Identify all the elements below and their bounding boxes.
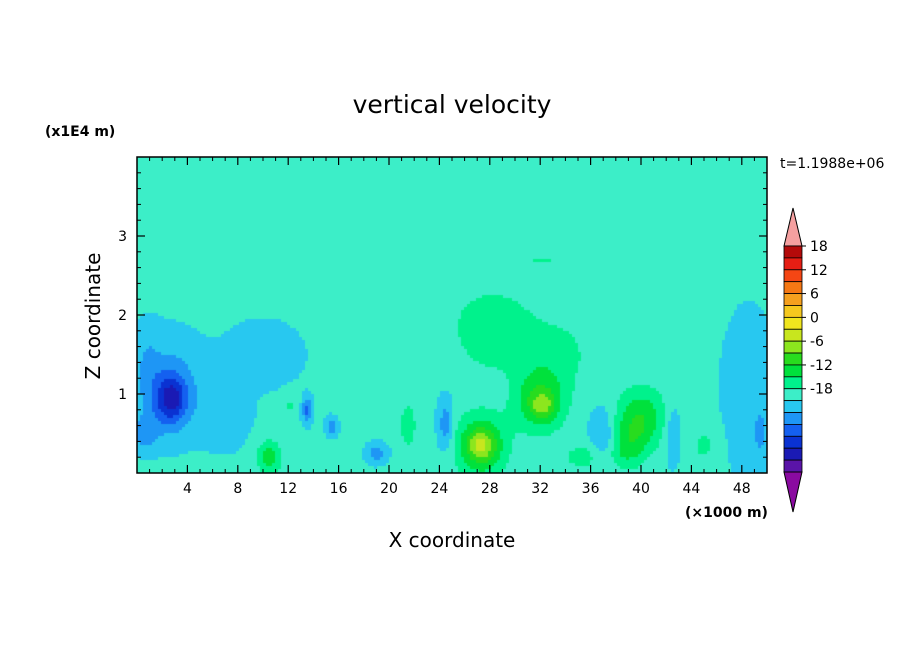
colorbar-box [783, 352, 803, 366]
colorbar-box [783, 293, 803, 306]
x-tick-label: 20 [380, 481, 398, 497]
x-tick-label: 4 [183, 481, 192, 497]
x-tick-label: 24 [430, 481, 448, 497]
colorbar-box [783, 340, 803, 354]
colorbar: -18 -12 -6 0 6 12 18 [783, 207, 833, 513]
colorbar-box [783, 305, 803, 318]
time-label: t=1.1988e+06 [780, 156, 884, 172]
colorbar-box [783, 412, 803, 425]
y-tick-label: 3 [118, 229, 127, 245]
x-tick-label: 8 [233, 481, 242, 497]
colorbar-box [783, 376, 803, 390]
colorbar-box [783, 328, 803, 342]
x-tick-label: 36 [582, 481, 600, 497]
x-tick-label: 12 [279, 481, 297, 497]
colorbar-box [783, 364, 803, 378]
colorbar-tick-label: -12 [810, 358, 833, 374]
colorbar-tick-label: 6 [810, 287, 819, 303]
y-axis-label: Z coordinate [81, 253, 105, 380]
colorbar-tick-label: -6 [810, 334, 824, 350]
x-axis: 4 8 12 16 20 24 28 32 36 40 44 48 [149, 157, 755, 497]
chart-title: vertical velocity [353, 90, 552, 119]
colorbar-top-triangle [783, 207, 803, 247]
colorbar-box [783, 245, 803, 259]
x-tick-label: 40 [632, 481, 650, 497]
x-tick-label: 48 [733, 481, 751, 497]
colorbar-box [783, 447, 803, 461]
field-canvas [137, 157, 767, 473]
x-tick-label: 32 [531, 481, 549, 497]
colorbar-tick-label: -18 [810, 382, 833, 398]
plot-area: 4 8 12 16 20 24 28 32 36 40 44 48 123 [118, 156, 768, 497]
y-axis: 1 2 3 [118, 172, 767, 458]
colorbar-tick-label: 12 [810, 263, 828, 279]
y-tick-label: 1 [118, 387, 127, 403]
colorbar-box [783, 257, 803, 271]
colorbar-box [783, 400, 803, 413]
colorbar-box [783, 388, 803, 402]
colorbar-box [783, 281, 803, 294]
x-tick-label: 44 [682, 481, 700, 497]
colorbar-box [783, 316, 803, 330]
colorbar-box [783, 435, 803, 449]
x-tick-label: 28 [481, 481, 499, 497]
colorbar-box [783, 269, 803, 283]
y-tick-label: 2 [118, 308, 127, 324]
colorbar-tick-label: 18 [810, 239, 828, 255]
y-unit-label: (x1E4 m) [45, 124, 115, 140]
colorbar-bottom-triangle [783, 471, 803, 513]
x-unit-label: (×1000 m) [685, 505, 768, 521]
colorbar-box [783, 424, 803, 437]
x-axis-label: X coordinate [389, 528, 516, 552]
colorbar-tick-label: 0 [810, 310, 819, 326]
colorbar-box [783, 459, 803, 473]
x-tick-label: 16 [330, 481, 348, 497]
